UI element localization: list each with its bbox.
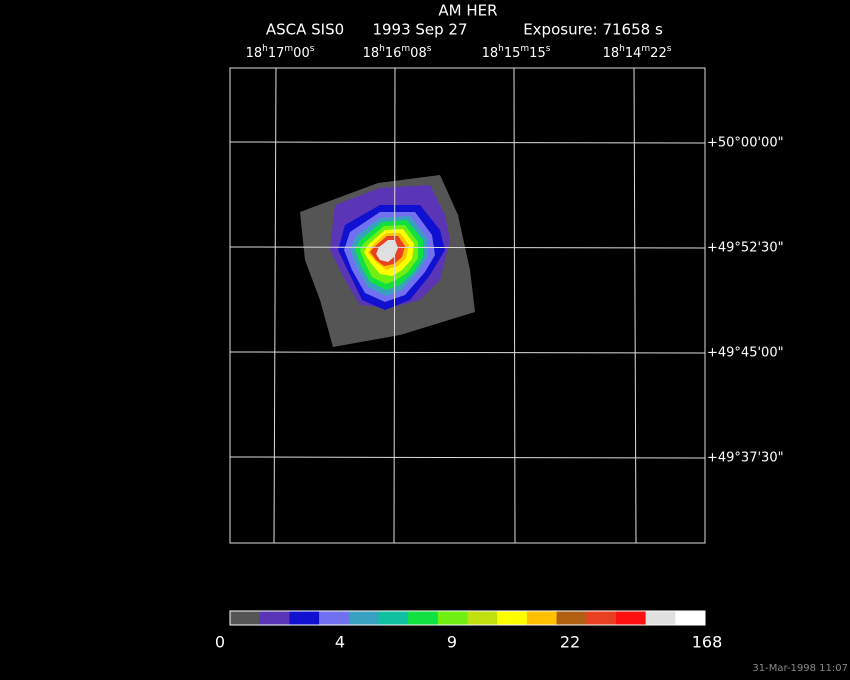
colorbar-segment (556, 611, 587, 625)
xray-image (300, 175, 475, 347)
coordinate-grid (229, 67, 706, 544)
colorbar-segment (437, 611, 468, 625)
colorbar-segment (289, 611, 320, 625)
colorbar-segment (408, 611, 439, 625)
coordinate-labels: 18h17m00s 18h16m08s 18h15m15s 18h14m22s +50°… (246, 44, 784, 466)
colorbar-label: 22 (560, 633, 580, 652)
colorbar-segment (259, 611, 290, 625)
dec-grid-line (229, 141, 706, 144)
colorbar: 0 4 9 22 168 (215, 610, 723, 652)
dec-grid-line (229, 456, 706, 459)
title: AM HER (438, 2, 497, 20)
ra-grid-line (633, 67, 637, 544)
colorbar-segment (615, 611, 647, 625)
ra-label: 18h17m00s (246, 44, 315, 61)
dec-label: +49°52'30" (707, 241, 784, 256)
exposure: Exposure: 71658 s (523, 21, 663, 39)
dec-grid-line (229, 246, 706, 249)
ra-grid-line (393, 67, 396, 544)
colorbar-segment (497, 611, 528, 625)
colorbar-segment (526, 611, 558, 625)
ra-label: 18h15m15s (482, 44, 551, 61)
colorbar-label: 168 (692, 633, 723, 652)
colorbar-label: 4 (335, 633, 345, 652)
colorbar-label: 0 (215, 633, 225, 652)
dec-label: +49°45'00" (707, 346, 784, 361)
colorbar-label: 9 (447, 633, 457, 652)
ra-grid-line (513, 67, 516, 544)
colorbar-segment (467, 611, 498, 625)
peak (376, 240, 398, 262)
colorbar-segment (230, 611, 261, 625)
colorbar-segment (378, 611, 409, 625)
date: 1993 Sep 27 (372, 21, 467, 39)
timestamp: 31-Mar-1998 11:07 (752, 663, 848, 674)
image-frame (229, 67, 706, 544)
ra-label: 18h16m08s (363, 44, 432, 61)
colorbar-segment (675, 611, 706, 625)
colorbar-segment (348, 611, 379, 625)
ra-label: 18h14m22s (603, 44, 672, 61)
colorbar-frame (229, 610, 706, 626)
dec-label: +49°37'30" (707, 451, 784, 466)
colorbar-segment (645, 611, 676, 625)
colorbar-segment (586, 611, 617, 625)
instrument: ASCA SIS0 (266, 21, 344, 39)
dec-label: +50°00'00" (707, 136, 784, 151)
colorbar-segment (319, 611, 350, 625)
ra-grid-line (273, 67, 277, 544)
dec-grid-line (229, 351, 706, 354)
